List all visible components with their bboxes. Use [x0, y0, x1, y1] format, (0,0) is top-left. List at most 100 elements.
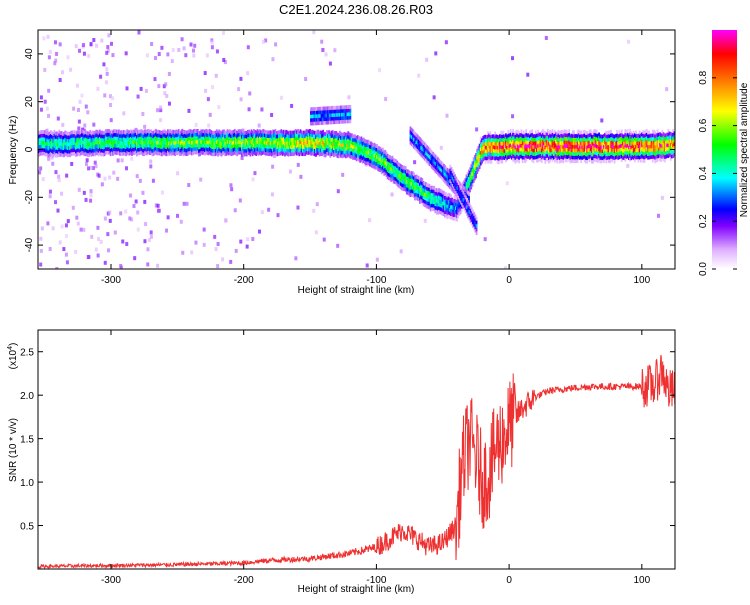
spectrogram-cell	[583, 129, 586, 134]
spectrogram-cell	[76, 130, 79, 135]
spectrogram-cell	[503, 138, 506, 143]
spectrogram-cell	[297, 146, 299, 151]
spectrogram-cell	[109, 141, 112, 146]
spectrogram-cell	[129, 133, 132, 137]
spectrogram-cell	[261, 151, 264, 155]
spectrogram-cell	[456, 206, 458, 211]
spectrogram-cell	[425, 154, 427, 159]
spectrogram-cell	[278, 144, 280, 149]
spectrogram-cell	[435, 159, 438, 164]
spectrogram-y-tick-label: -40	[24, 237, 35, 252]
spectrogram-cell	[247, 144, 249, 149]
spectrogram-cell	[330, 137, 333, 142]
spectrogram-cell	[457, 200, 460, 205]
spectrogram-cell	[625, 144, 628, 149]
spectrogram-cell	[181, 146, 184, 151]
spectrogram-cell	[57, 174, 61, 179]
spectrogram-cell	[571, 159, 574, 163]
spectrogram-cell	[510, 134, 513, 139]
spectrogram-cell	[346, 146, 348, 151]
spectrogram-cell	[346, 139, 348, 144]
spectrogram-cell	[349, 147, 352, 152]
spectrogram-cell	[151, 148, 154, 153]
spectrogram-cell	[451, 215, 454, 220]
spectrogram-cell	[229, 259, 233, 264]
spectrogram-cell	[596, 137, 599, 142]
spectrogram-cell	[553, 155, 556, 160]
spectrogram-cell	[172, 133, 175, 138]
spectrogram-cell	[203, 71, 207, 76]
spectrogram-cell	[122, 151, 125, 156]
spectrogram-cell	[224, 218, 228, 223]
spectrogram-cell	[563, 136, 566, 141]
spectrogram-cell	[96, 129, 99, 134]
spectrogram-cell	[180, 141, 182, 146]
spectrogram-cell	[452, 213, 455, 217]
spectrogram-cell	[246, 45, 250, 50]
spectrogram-cell	[74, 44, 78, 49]
spectrogram-cell	[348, 105, 351, 109]
spectrogram-cell	[422, 180, 425, 185]
spectrogram-cell	[538, 132, 541, 137]
spectrogram-cell	[447, 183, 450, 188]
spectrogram-cell	[386, 153, 389, 158]
spectrogram-cell	[343, 142, 346, 147]
spectrogram-cell	[217, 138, 219, 143]
spectrogram-cell	[537, 158, 540, 163]
spectrogram-cell	[564, 140, 567, 145]
spectrogram-cell	[660, 136, 663, 141]
spectrogram-cell	[319, 113, 322, 118]
spectrogram-cell	[345, 108, 348, 113]
spectrogram-cell	[558, 138, 561, 142]
spectrogram-cell	[51, 134, 53, 139]
spectrogram-cell	[512, 132, 514, 137]
spectrogram-cell	[220, 138, 223, 143]
spectrogram-cell	[450, 215, 452, 220]
spectrogram-cell	[217, 149, 219, 153]
spectrogram-cell	[262, 146, 265, 151]
spectrogram-cell	[465, 174, 468, 179]
spectrogram-cell	[312, 117, 315, 122]
spectrogram-y-tick-label: -20	[24, 190, 35, 205]
spectrogram-cell	[395, 159, 397, 163]
spectrogram-cell	[230, 187, 234, 192]
spectrogram-cell	[309, 139, 311, 144]
spectrogram-cell	[651, 129, 654, 134]
spectrogram-cell	[42, 133, 45, 138]
spectrogram-cell	[60, 224, 64, 229]
spectrogram-cell	[374, 165, 377, 170]
spectrogram-cell	[429, 156, 432, 161]
spectrogram-cell	[166, 132, 169, 137]
spectrogram-cell	[348, 112, 351, 117]
spectrogram-cell	[129, 140, 132, 145]
spectrogram-cell	[538, 146, 541, 151]
spectrogram-cell	[235, 140, 237, 145]
spectrogram-cell	[195, 143, 198, 148]
spectrogram-cell	[520, 140, 523, 145]
spectrogram-cell	[659, 146, 661, 151]
spectrogram-cell	[569, 134, 572, 139]
spectrogram-cell	[182, 201, 186, 206]
spectrogram-cell	[60, 149, 63, 153]
spectrogram-cell	[365, 154, 368, 158]
spectrogram-cell	[143, 130, 145, 135]
spectrogram-cell	[300, 141, 303, 146]
spectrogram-cell	[655, 147, 658, 152]
spectrogram-cell	[252, 132, 255, 137]
spectrogram-cell	[219, 141, 222, 146]
spectrogram-cell	[424, 189, 427, 194]
spectrogram-cell	[312, 134, 315, 139]
spectrogram-cell	[342, 132, 345, 137]
spectrogram-cell	[532, 152, 535, 156]
spectrogram-cell	[333, 48, 337, 53]
spectrogram-cell	[456, 217, 458, 222]
spectrogram-cell	[310, 137, 313, 142]
spectrogram-cell	[366, 161, 369, 166]
spectrogram-cell	[617, 134, 620, 139]
spectrogram-cell	[349, 119, 352, 124]
spectrogram-cell	[423, 199, 426, 204]
spectrogram-cell	[367, 154, 370, 158]
spectrogram-cell	[509, 154, 512, 158]
spectrogram-cell	[169, 139, 172, 144]
spectrogram-cell	[114, 132, 117, 137]
